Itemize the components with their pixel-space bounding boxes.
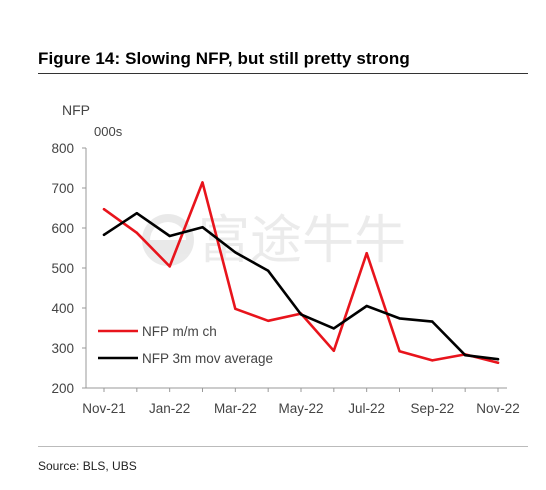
data-point <box>496 361 500 364</box>
data-point <box>463 354 467 357</box>
y-tick-label: 300 <box>51 341 74 356</box>
data-point <box>332 349 336 352</box>
x-tick-label: Jan-22 <box>149 401 190 416</box>
line-chart: 富途牛牛 200 300 400 500 600 700 800 Nov-21 Jan-22 Ma… <box>51 141 519 416</box>
y-tick-label: 400 <box>51 301 74 316</box>
legend-label: NFP 3m mov average <box>142 351 273 366</box>
watermark: 富途牛牛 <box>142 211 406 271</box>
y-tick-label: 200 <box>51 381 74 396</box>
source-note: Source: BLS, UBS <box>38 459 137 473</box>
data-point <box>234 307 237 310</box>
watermark-circle-cut <box>150 222 186 240</box>
data-point <box>365 304 368 308</box>
data-point <box>135 212 139 215</box>
data-point <box>496 358 500 361</box>
x-tick-label: Mar-22 <box>214 401 257 416</box>
chart-axes: 200 300 400 500 600 700 800 Nov-21 Jan-22 Mar-22 M… <box>51 141 519 416</box>
data-point <box>234 251 237 254</box>
x-tick-label: Jul-22 <box>348 401 385 416</box>
data-point <box>266 269 270 272</box>
y-tick-label: 700 <box>51 181 74 196</box>
x-tick-label: Nov-22 <box>476 401 520 416</box>
data-point <box>398 317 401 320</box>
data-point <box>431 359 434 362</box>
y-axis-label: NFP <box>62 102 90 118</box>
x-tick-label: May-22 <box>278 401 323 416</box>
x-tick-label: Sep-22 <box>411 401 455 416</box>
data-point <box>332 327 336 330</box>
data-point <box>201 181 204 184</box>
legend-label: NFP m/m ch <box>142 324 217 339</box>
data-point <box>365 252 368 255</box>
data-point <box>168 265 171 268</box>
title-divider <box>38 73 528 74</box>
y-axis-unit: 000s <box>94 124 123 139</box>
y-tick-label: 800 <box>51 141 74 156</box>
chart-title: Figure 14: Slowing NFP, but still pretty… <box>38 49 410 68</box>
series-layer <box>102 181 500 365</box>
y-tick-label: 600 <box>51 221 74 236</box>
watermark-text: 富途牛牛 <box>198 211 406 271</box>
data-point <box>102 208 106 211</box>
y-tick-label: 500 <box>51 261 74 276</box>
x-tick-label: Nov-21 <box>82 401 126 416</box>
data-point <box>201 226 204 229</box>
data-point <box>431 320 434 323</box>
data-point <box>299 313 303 316</box>
data-point <box>266 319 270 322</box>
data-point <box>135 231 139 234</box>
data-point <box>168 234 171 238</box>
data-point <box>398 350 401 353</box>
data-point <box>102 233 106 236</box>
source-divider <box>38 446 528 447</box>
legend: NFP m/m ch NFP 3m mov average <box>98 324 273 366</box>
